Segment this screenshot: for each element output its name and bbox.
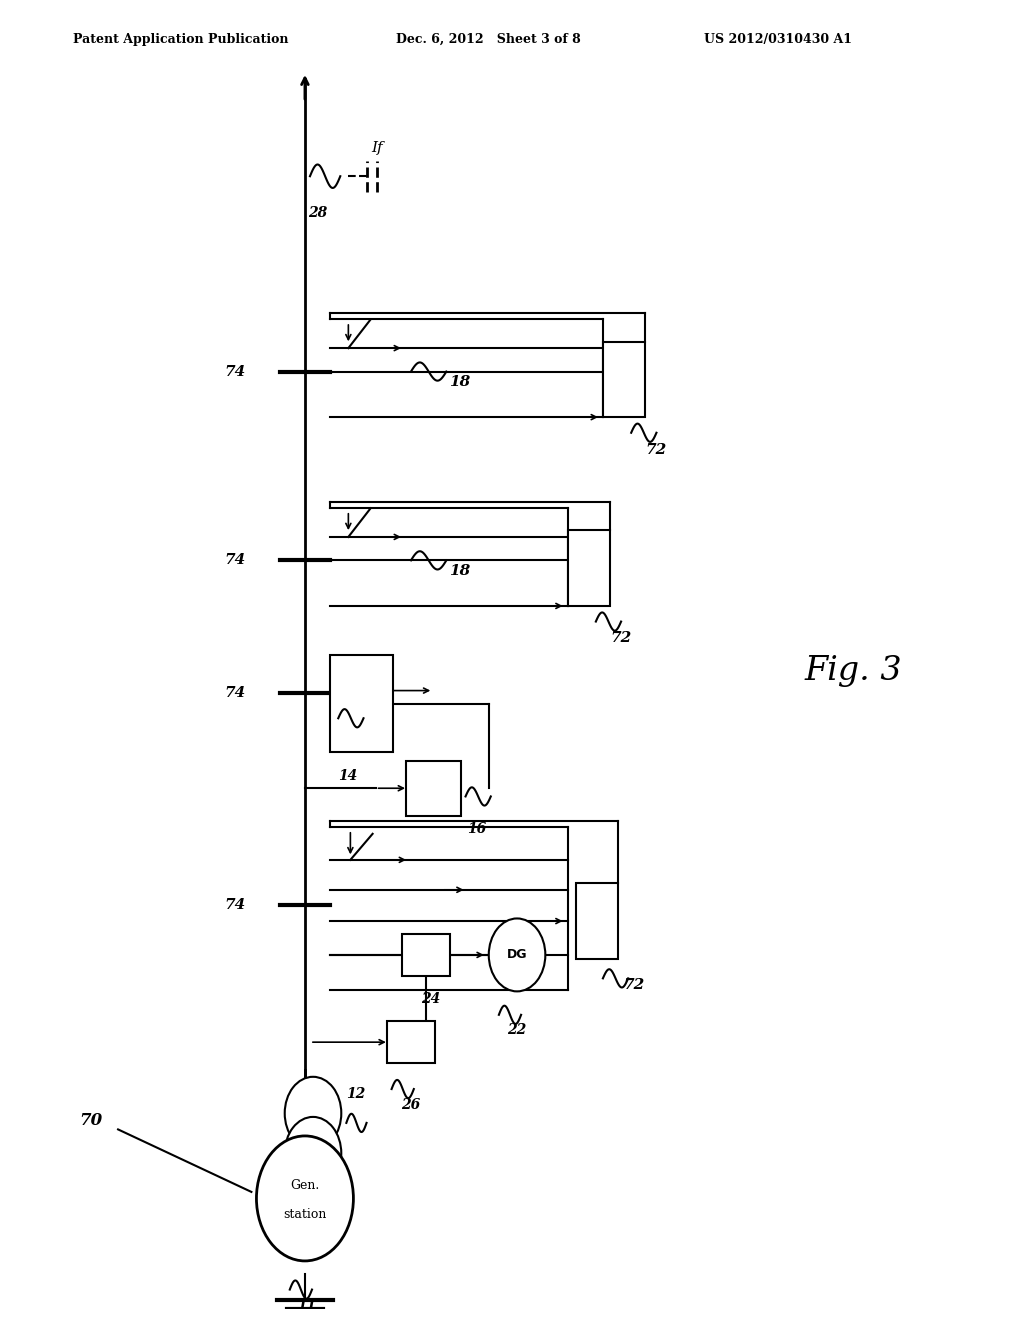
Text: 74: 74 [224, 899, 246, 912]
Text: If: If [372, 140, 383, 154]
Text: 74: 74 [224, 553, 246, 568]
Text: 12: 12 [346, 1088, 366, 1101]
Circle shape [488, 919, 546, 991]
Text: 74: 74 [224, 686, 246, 700]
Text: Fig. 3: Fig. 3 [805, 655, 902, 686]
Text: US 2012/0310430 A1: US 2012/0310430 A1 [703, 33, 852, 46]
Text: 18: 18 [450, 375, 471, 389]
Text: 11: 11 [297, 1298, 316, 1312]
Text: 72: 72 [610, 631, 631, 645]
Bar [603, 342, 645, 417]
Bar [575, 883, 618, 958]
Bar [401, 935, 451, 975]
Circle shape [285, 1117, 341, 1189]
Text: 16: 16 [468, 821, 486, 836]
Text: 72: 72 [645, 442, 667, 457]
Circle shape [285, 1077, 341, 1150]
Text: 74: 74 [224, 364, 246, 379]
Text: DG: DG [507, 948, 527, 961]
Text: station: station [284, 1208, 327, 1221]
Text: Gen.: Gen. [290, 1179, 319, 1192]
Text: 22: 22 [507, 1023, 526, 1038]
Text: 26: 26 [400, 1098, 420, 1111]
Bar [387, 1022, 435, 1063]
Text: 70: 70 [80, 1111, 102, 1129]
Text: 18: 18 [450, 564, 471, 578]
Bar [330, 655, 393, 752]
Text: Dec. 6, 2012   Sheet 3 of 8: Dec. 6, 2012 Sheet 3 of 8 [396, 33, 581, 46]
Circle shape [256, 1137, 353, 1261]
Text: 72: 72 [624, 978, 644, 991]
Text: 14: 14 [338, 768, 357, 783]
Text: Patent Application Publication: Patent Application Publication [73, 33, 288, 46]
Bar [567, 531, 610, 606]
Bar [406, 760, 462, 816]
Text: 28: 28 [308, 206, 328, 219]
Text: 24: 24 [421, 993, 440, 1006]
